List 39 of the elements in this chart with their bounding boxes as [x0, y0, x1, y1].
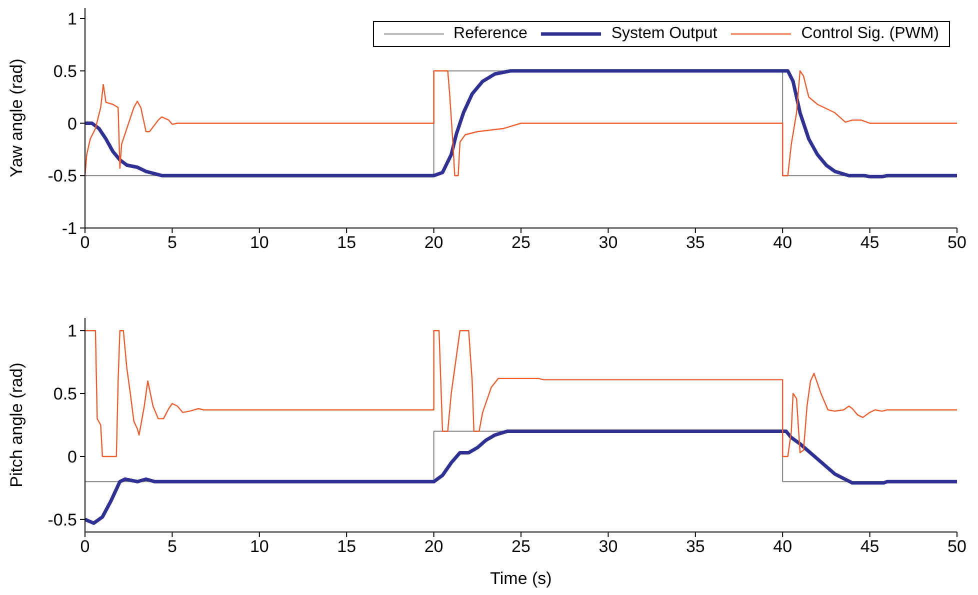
y-tick-label: 0 [68, 448, 77, 467]
x-tick-label: 40 [773, 537, 792, 556]
x-tick-label: 15 [337, 233, 356, 252]
x-tick-label: 5 [167, 537, 177, 556]
x-tick-label: 35 [686, 537, 705, 556]
x-tick-label: 0 [80, 537, 90, 556]
y-tick-label: 1 [68, 10, 77, 29]
x-tick-label: 50 [948, 233, 966, 252]
x-tick-label: 30 [598, 233, 618, 252]
x-tick-label: 30 [598, 537, 618, 556]
x-tick-label: 15 [337, 537, 356, 556]
legend-label: System Output [611, 25, 718, 43]
x-axis-title: Time (s) [490, 569, 552, 588]
y-tick-label: 0.5 [53, 384, 77, 404]
y-tick-label: 1 [68, 322, 77, 341]
x-tick-label: 10 [250, 233, 269, 252]
y-axis-title: Pitch angle (rad) [7, 362, 26, 488]
x-tick-label: 45 [860, 537, 880, 556]
x-tick-label: 25 [512, 537, 530, 556]
y-tick-label: -0.5 [48, 510, 77, 530]
y-tick-label: -0.5 [48, 166, 77, 186]
legend-label: Control Sig. (PWM) [801, 25, 939, 43]
y-tick-label: -1 [62, 219, 77, 238]
y-axis-title: Yaw angle (rad) [7, 58, 26, 178]
line-series [85, 430, 957, 525]
x-tick-label: 20 [424, 233, 444, 252]
legend-label: Reference [454, 25, 528, 43]
x-tick-label: 50 [948, 537, 966, 556]
x-tick-label: 10 [250, 537, 269, 556]
x-tick-label: 35 [686, 233, 705, 252]
x-tick-label: 5 [167, 233, 177, 252]
x-tick-label: 40 [773, 233, 792, 252]
x-tick-label: 0 [80, 233, 90, 252]
x-tick-label: 25 [512, 233, 530, 252]
y-tick-label: 0 [68, 114, 77, 134]
line-series [85, 330, 957, 458]
x-tick-label: 20 [424, 537, 444, 556]
x-tick-label: 45 [860, 233, 880, 252]
y-tick-label: 0.5 [53, 62, 77, 81]
